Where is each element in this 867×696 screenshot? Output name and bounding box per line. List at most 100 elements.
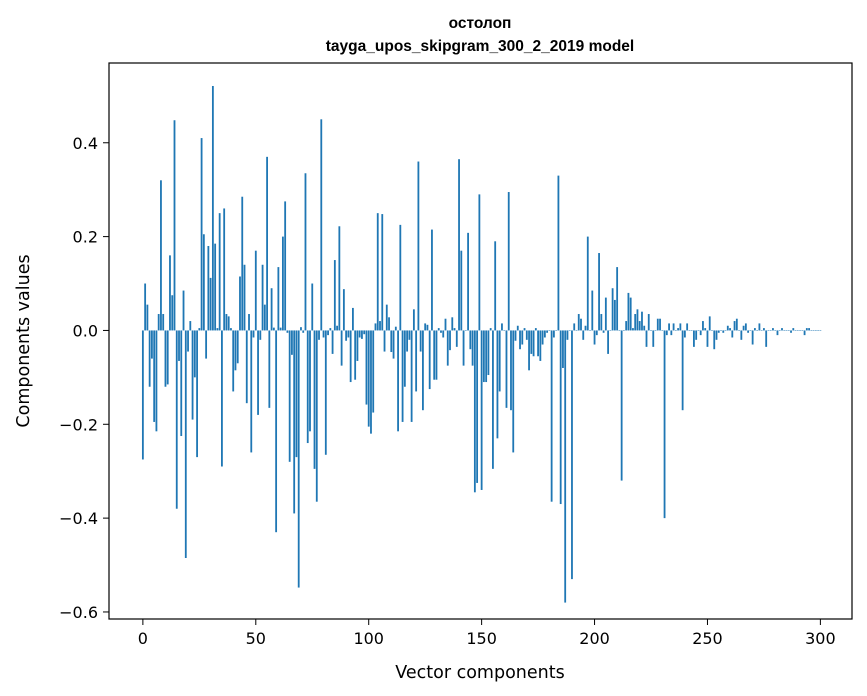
bar-177 [541, 330, 544, 345]
bar-188 [566, 330, 569, 340]
bar-78 [318, 330, 320, 340]
bar-208 [611, 288, 614, 331]
bar-69 [297, 330, 300, 588]
y-tick-label: 0.0 [73, 321, 98, 340]
bar-101 [370, 330, 372, 434]
bar-90 [345, 330, 348, 341]
bar-17 [180, 330, 183, 437]
bar-223 [645, 330, 648, 347]
bar-294 [805, 328, 808, 331]
bar-48 [250, 330, 253, 453]
bar-60 [277, 267, 280, 331]
bar-215 [627, 292, 630, 331]
bar-114 [399, 224, 402, 331]
bar-94 [354, 330, 357, 380]
bar-59 [275, 330, 278, 533]
bar-102 [372, 330, 375, 413]
bar-168 [521, 330, 524, 345]
bar-51 [257, 330, 259, 415]
x-axis-ticks: 0 50 100 150 200 250 300 [138, 619, 836, 648]
bar-118 [408, 330, 411, 340]
bar-76 [313, 330, 316, 469]
y-tick-label: 0.2 [73, 228, 98, 247]
bar-237 [677, 328, 680, 331]
bar-244 [693, 330, 695, 347]
y-axis-ticks: −0.6 −0.4 −0.2 0.0 0.2 0.4 [59, 134, 109, 622]
bar-29 [207, 245, 210, 331]
bar-214 [625, 321, 628, 331]
bar-278 [769, 330, 772, 331]
bar-129 [433, 330, 436, 380]
chart-title-line-1: остолоп [449, 15, 512, 32]
bar-170 [525, 330, 528, 340]
bar-199 [591, 290, 594, 331]
bar-110 [390, 330, 393, 353]
bar-32 [214, 243, 217, 331]
bar-55 [266, 156, 268, 331]
bar-9 [162, 314, 165, 331]
bar-65 [288, 330, 291, 462]
bar-190 [571, 330, 573, 580]
bar-123 [419, 330, 422, 352]
bar-213 [623, 330, 625, 331]
bar-248 [702, 321, 704, 331]
bar-35 [221, 330, 223, 467]
bar-87 [338, 226, 341, 331]
bar-131 [437, 328, 440, 331]
bar-154 [489, 328, 492, 331]
bar-25 [198, 328, 201, 331]
bar-3 [148, 330, 151, 387]
bar-136 [449, 330, 451, 351]
bar-74 [309, 330, 311, 432]
bar-226 [652, 330, 655, 347]
bar-288 [792, 328, 795, 331]
bar-84 [331, 330, 334, 354]
bar-135 [446, 330, 449, 366]
bar-224 [647, 314, 650, 331]
bar-113 [397, 330, 399, 432]
bar-201 [595, 330, 598, 336]
bar-289 [794, 330, 797, 331]
bar-279 [772, 328, 774, 331]
bar-64 [286, 330, 289, 333]
bar-93 [352, 307, 354, 331]
bar-276 [765, 330, 768, 347]
bar-43 [239, 276, 241, 331]
bar-67 [293, 330, 296, 514]
bar-149 [478, 194, 481, 331]
bar-191 [573, 323, 576, 331]
x-tick-label: 200 [579, 629, 610, 648]
bar-134 [444, 318, 447, 331]
bar-133 [442, 330, 445, 338]
bar-14 [173, 120, 176, 331]
bar-109 [388, 317, 390, 331]
bar-195 [582, 330, 585, 340]
bar-255 [717, 330, 720, 333]
bar-27 [202, 234, 205, 331]
bar-116 [403, 330, 406, 387]
bar-236 [674, 330, 677, 331]
bar-297 [812, 330, 815, 331]
x-tick-label: 150 [466, 629, 497, 648]
bar-130 [435, 330, 438, 380]
bars-group [141, 85, 822, 603]
bar-121 [415, 330, 418, 392]
bar-260 [729, 328, 731, 331]
bar-53 [261, 264, 264, 331]
bar-205 [604, 297, 607, 331]
bar-42 [236, 330, 239, 364]
x-tick-label: 50 [246, 629, 266, 648]
bar-232 [665, 330, 668, 336]
bar-218 [634, 314, 637, 331]
bar-257 [722, 330, 725, 333]
bar-6 [155, 330, 158, 432]
bar-39 [230, 328, 232, 331]
bar-180 [548, 330, 551, 331]
bar-20 [187, 330, 189, 352]
bar-175 [537, 330, 539, 357]
bar-210 [616, 267, 619, 331]
bar-280 [774, 330, 777, 331]
bar-71 [302, 330, 305, 333]
bar-256 [720, 330, 722, 331]
bar-26 [200, 138, 203, 331]
